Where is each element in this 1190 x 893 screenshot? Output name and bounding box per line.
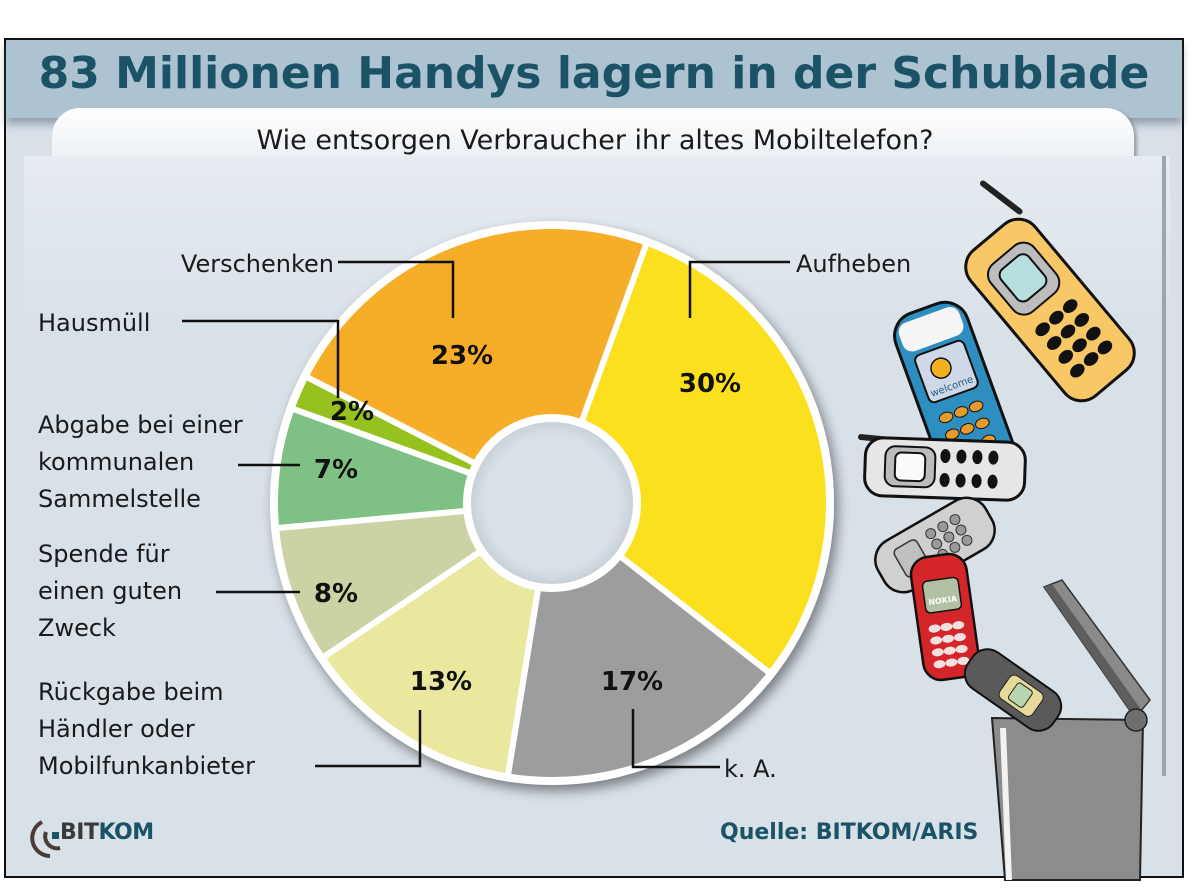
leader-line xyxy=(338,260,455,318)
category-label-line: Spende für xyxy=(38,540,170,568)
donut-hole xyxy=(465,416,639,590)
chart-subtitle: Wie entsorgen Verbraucher ihr altes Mobi… xyxy=(256,125,934,156)
slice-percentages: 30% 17% 13% 8% 7% 2% 23% xyxy=(314,341,741,697)
bitkom-logo-text: BITKOM xyxy=(60,820,154,845)
donut-slices xyxy=(272,223,832,783)
phone-icon-yellow xyxy=(964,180,1136,403)
leader-line xyxy=(631,709,720,769)
source-note: Quelle: BITKOM/ARIS xyxy=(720,820,979,845)
phone-icon-white xyxy=(858,434,1027,502)
category-label: k. A. xyxy=(724,755,777,783)
panel-edge xyxy=(1162,156,1166,776)
bitkom-logo-icon xyxy=(30,820,61,858)
phone-icon-red-nokia: NOKIA xyxy=(909,552,981,682)
category-label: Rückgabe beim Händler oder Mobilfunkanbiet… xyxy=(38,678,255,780)
category-label: Verschenken xyxy=(181,250,334,278)
category-label-line: Hausmüll xyxy=(38,309,150,337)
percent-label: 7% xyxy=(314,455,358,485)
category-label-line: Händler oder xyxy=(38,715,195,743)
trash-bin-icon xyxy=(990,579,1151,881)
percent-label: 17% xyxy=(601,667,663,697)
percent-label: 8% xyxy=(314,579,358,609)
title-band: 83 Millionen Handys lagern in der Schubl… xyxy=(6,40,1182,118)
category-label-line: k. A. xyxy=(724,755,777,783)
percent-label: 2% xyxy=(330,397,374,427)
category-label-line: Sammelstelle xyxy=(38,485,201,513)
category-label-line: Zweck xyxy=(38,614,116,642)
leader-lines xyxy=(182,260,790,769)
category-label-line: Verschenken xyxy=(181,250,334,278)
slice-labels: Aufheben k. A. Rückgabe beim Händler oder Mo… xyxy=(38,250,911,783)
category-label: Hausmüll xyxy=(38,309,150,337)
logo-kom: KOM xyxy=(98,820,154,845)
category-label-line: einen guten xyxy=(38,577,182,605)
category-label: Abgabe bei einer kommunalen Sammelstelle xyxy=(38,411,243,513)
nokia-screen-text: NOKIA xyxy=(928,594,959,607)
leader-line xyxy=(182,319,340,398)
category-label-line: kommunalen xyxy=(38,448,194,476)
category-label: Spende für einen guten Zweck xyxy=(38,540,182,642)
leader-line xyxy=(315,710,422,768)
leader-line xyxy=(688,260,790,318)
percent-label: 30% xyxy=(679,369,741,399)
page-title: 83 Millionen Handys lagern in der Schubl… xyxy=(38,48,1150,99)
category-label-line: Abgabe bei einer xyxy=(38,411,243,439)
logo-bit: BIT xyxy=(60,820,99,845)
phone-icon-dark xyxy=(963,648,1063,732)
category-label-line: Aufheben xyxy=(796,250,911,278)
percent-label: 13% xyxy=(410,667,472,697)
percent-label: 23% xyxy=(431,341,493,371)
category-label-line: Rückgabe beim xyxy=(38,678,224,706)
category-label: Aufheben xyxy=(796,250,911,278)
category-label-line: Mobilfunkanbieter xyxy=(38,752,255,780)
phones-illustration: welcome xyxy=(858,180,1151,881)
